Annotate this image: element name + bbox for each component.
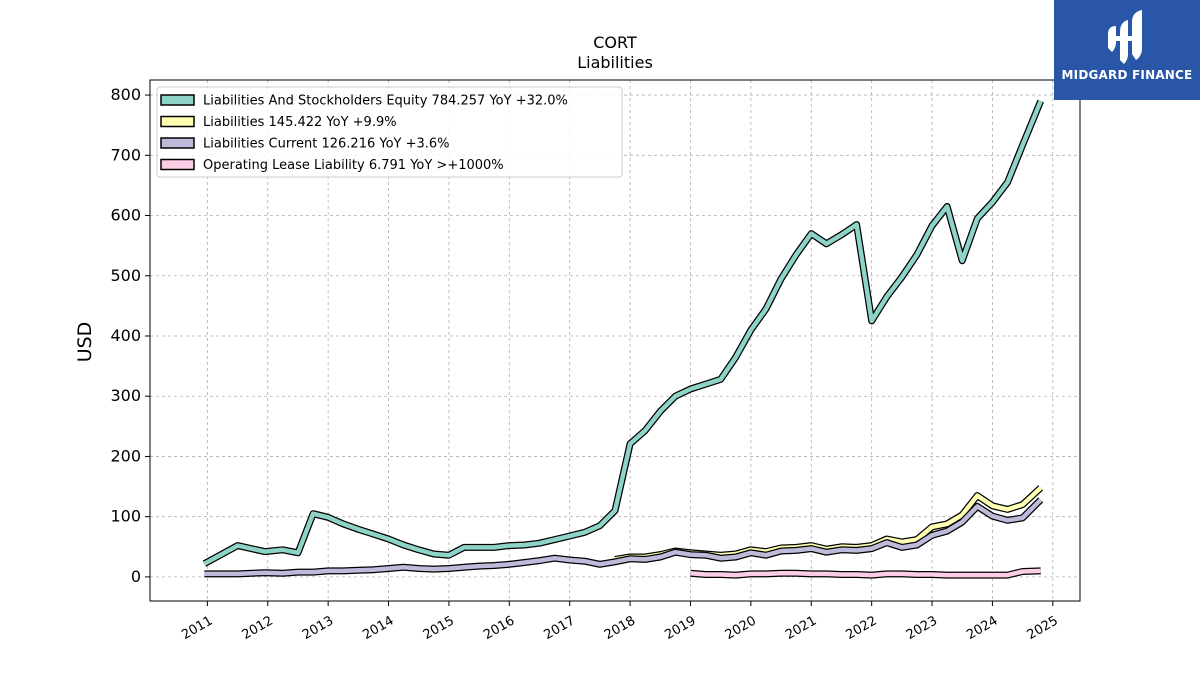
y-tick-label: 0 (131, 567, 141, 586)
legend-swatch (160, 137, 195, 149)
legend: Liabilities And Stockholders Equity 784.… (156, 86, 623, 178)
series-lines (202, 99, 1044, 579)
x-tick-label: 2013 (300, 613, 336, 643)
y-tick-label: 600 (110, 206, 141, 225)
legend-swatch (160, 94, 195, 106)
x-tick-label: 2024 (964, 613, 1000, 643)
legend-entry: Operating Lease Liability 6.791 YoY >+10… (203, 158, 504, 173)
y-tick-label: 800 (110, 85, 141, 104)
x-tick-label: 2015 (421, 613, 457, 643)
plot-area-frame (149, 79, 1081, 602)
y-tick-label: 100 (110, 507, 141, 526)
y-tick-label: 200 (110, 446, 141, 465)
x-tick-label: 2012 (240, 613, 276, 643)
y-axis: 0 100 200 300 400 500 600 700 800 (110, 85, 150, 586)
series-line-3 (204, 498, 1043, 577)
x-tick-label: 2017 (542, 613, 578, 643)
legend-box (156, 86, 623, 178)
legend-swatch (160, 158, 195, 171)
legend-entry: Liabilities Current 126.216 YoY +3.6% (203, 137, 450, 152)
x-tick-label: 2018 (602, 613, 638, 643)
x-tick-label: 2025 (1025, 613, 1061, 643)
chart-subtitle: Liabilities (577, 53, 653, 72)
x-axis: 2011 2012 2013 2014 2015 2016 2017 2018 2019 2020… (179, 601, 1061, 643)
y-tick-label: 400 (110, 326, 141, 345)
x-tick-label: 2020 (723, 613, 759, 643)
x-tick-label: 2022 (843, 613, 879, 643)
x-tick-label: 2016 (481, 613, 517, 643)
x-tick-label: 2014 (360, 613, 396, 643)
legend-entry: Liabilities And Stockholders Equity 784.… (203, 94, 568, 109)
midgard-finance-logo: MIDGARD FINANCE (1054, 0, 1200, 100)
x-tick-label: 2023 (904, 613, 940, 643)
y-tick-label: 700 (110, 145, 141, 164)
legend-entry: Liabilities 145.422 YoY +9.9% (203, 115, 397, 130)
series-line-1 (203, 100, 1043, 566)
logo-mark-icon (1108, 10, 1142, 64)
y-axis-label: USD (74, 322, 96, 363)
legend-swatch (160, 115, 195, 128)
chart-title: CORT (593, 33, 637, 52)
logo-text: MIDGARD FINANCE (1061, 68, 1193, 82)
x-tick-label: 2021 (783, 613, 819, 643)
y-tick-label: 500 (110, 266, 141, 285)
x-tick-label: 2011 (179, 613, 215, 643)
y-tick-label: 300 (110, 386, 141, 405)
series-line-4 (690, 568, 1041, 578)
x-tick-label: 2019 (662, 613, 698, 643)
